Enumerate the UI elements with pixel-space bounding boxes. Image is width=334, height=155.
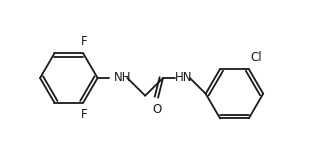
Text: NH: NH (114, 71, 131, 84)
Text: Cl: Cl (251, 51, 263, 64)
Text: HN: HN (175, 71, 192, 84)
Text: F: F (81, 35, 88, 48)
Text: O: O (152, 103, 162, 115)
Text: F: F (81, 108, 88, 121)
